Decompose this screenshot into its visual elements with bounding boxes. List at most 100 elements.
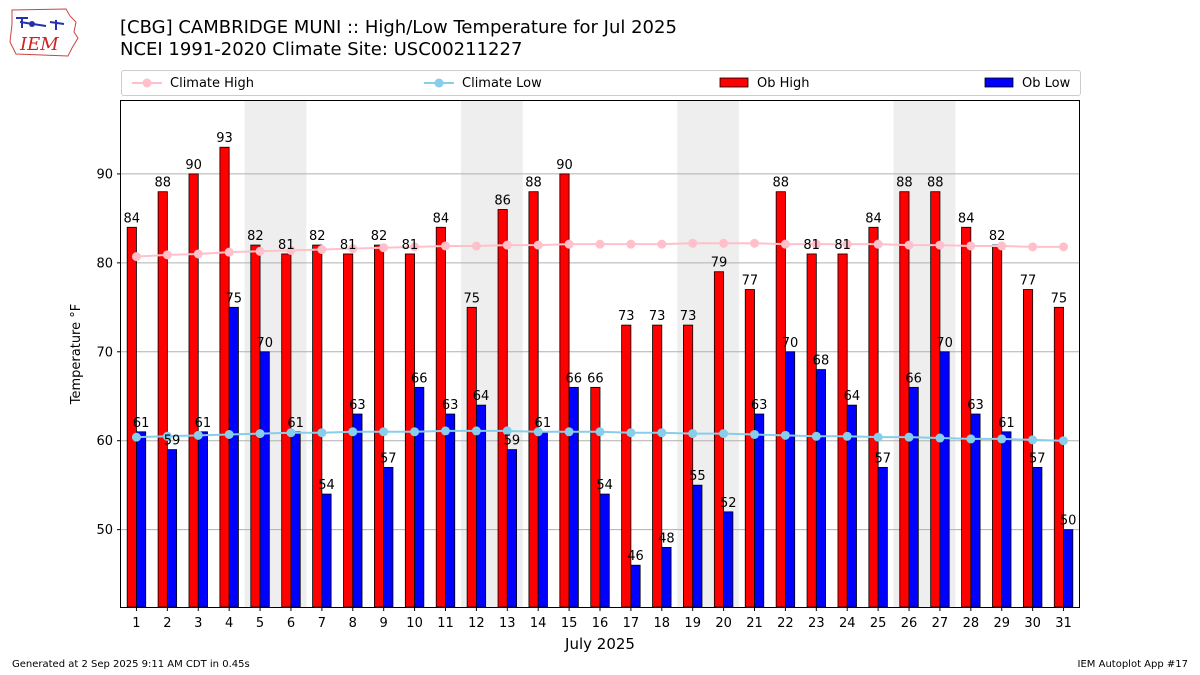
ob-high-bar-5 [250, 244, 261, 608]
title-line-1: [CBG] CAMBRIDGE MUNI :: High/Low Tempera… [120, 17, 677, 38]
ob-high-bar-25 [868, 226, 879, 608]
ob-low-bar-29 [1001, 431, 1012, 608]
ob-high-bar-31 [1053, 306, 1064, 608]
climate-high-point-15 [564, 239, 574, 249]
ob-high-label-14: 88 [525, 176, 542, 191]
ob-low-bar-13 [506, 449, 517, 608]
climate-high-point-23 [811, 239, 821, 249]
ob-high-bar-7 [312, 244, 323, 608]
x-tick-label-10: 10 [406, 616, 423, 631]
climate-low-point-16 [595, 427, 605, 437]
x-tick-label-3: 3 [194, 616, 202, 631]
climate-low-point-14 [533, 427, 543, 437]
ob-high-bar-27 [930, 191, 941, 608]
ob-high-label-7: 82 [309, 229, 326, 244]
x-tick-label-8: 8 [349, 616, 357, 631]
ob-low-label-27: 70 [936, 336, 953, 351]
ob-high-label-23: 81 [803, 238, 820, 253]
ob-high-bar-11 [435, 226, 446, 608]
ob-high-bar-4 [219, 146, 230, 608]
app-footer: IEM Autoplot App #17 [1077, 659, 1188, 670]
ob-low-label-10: 66 [411, 371, 428, 386]
climate-high-point-30 [1028, 242, 1038, 252]
climate-low-point-25 [873, 432, 883, 442]
y-axis-label: Temperature °F [69, 304, 84, 405]
climate-high-point-13 [502, 240, 512, 250]
ob-low-bar-25 [877, 466, 888, 608]
climate-high-point-18 [657, 239, 667, 249]
generated-footer: Generated at 2 Sep 2025 9:11 AM CDT in 0… [12, 659, 250, 670]
climate-low-point-27 [935, 433, 945, 443]
climate-low-point-19 [688, 429, 698, 439]
ob-high-label-16: 66 [587, 371, 604, 386]
ob-high-label-28: 84 [958, 211, 975, 226]
climate-high-point-11 [440, 241, 450, 251]
ob-low-label-19: 55 [689, 469, 706, 484]
ob-low-bar-8 [352, 413, 363, 608]
ob-low-bar-14 [537, 431, 548, 608]
climate-low-point-13 [502, 426, 512, 436]
climate-low-point-7 [317, 428, 327, 438]
iem-logo: IEM [6, 4, 82, 60]
ob-low-bar-26 [908, 386, 919, 608]
x-tick-label-2: 2 [163, 616, 171, 631]
ob-high-label-15: 90 [556, 158, 573, 173]
ob-low-bar-5 [259, 351, 270, 608]
chart-legend: Climate High Climate Low Ob High Ob Low [121, 70, 1081, 96]
ob-low-bar-18 [661, 547, 672, 608]
climate-high-point-2 [162, 250, 172, 260]
ob-low-label-1: 61 [133, 416, 150, 431]
ob-low-label-20: 52 [720, 496, 737, 511]
y-tick-label-50: 50 [96, 523, 113, 538]
y-tick-label-90: 90 [96, 167, 113, 182]
ob-high-label-11: 84 [433, 211, 450, 226]
ob-high-label-19: 73 [680, 309, 697, 324]
ob-high-bar-18 [652, 324, 663, 608]
x-tick-label-7: 7 [318, 616, 326, 631]
ob-low-label-9: 57 [380, 451, 397, 466]
x-tick-label-21: 21 [746, 616, 763, 631]
climate-high-point-31 [1059, 242, 1069, 252]
climate-low-point-3 [193, 430, 203, 440]
climate-low-point-22 [780, 430, 790, 440]
x-tick-label-22: 22 [777, 616, 794, 631]
y-tick-label-60: 60 [96, 434, 113, 449]
climate-low-point-21 [750, 429, 760, 439]
climate-high-point-4 [224, 247, 234, 257]
climate-low-point-5 [255, 429, 265, 439]
ob-high-label-26: 88 [896, 176, 913, 191]
climate-low-point-30 [1028, 435, 1038, 445]
y-tick-label-70: 70 [96, 345, 113, 360]
ob-low-label-14: 61 [535, 416, 552, 431]
ob-low-label-12: 64 [473, 389, 490, 404]
climate-high-point-19 [688, 238, 698, 248]
climate-low-point-31 [1059, 436, 1069, 446]
climate-high-point-1 [131, 252, 141, 262]
ob-low-bar-16 [599, 493, 610, 608]
climate-high-point-26 [904, 240, 914, 250]
ob-low-label-21: 63 [751, 398, 768, 413]
climate-high-point-14 [533, 240, 543, 250]
ob-high-bar-14 [528, 191, 539, 608]
x-tick-label-15: 15 [561, 616, 578, 631]
climate-low-point-29 [997, 434, 1007, 444]
ob-high-label-22: 88 [773, 176, 790, 191]
ob-high-bar-28 [961, 226, 972, 608]
ob-low-label-25: 57 [874, 451, 891, 466]
climate-high-point-25 [873, 239, 883, 249]
ob-high-label-3: 90 [185, 158, 202, 173]
climate-high-point-27 [935, 240, 945, 250]
x-tick-label-12: 12 [468, 616, 485, 631]
legend-ob-low-swatch [984, 77, 1014, 88]
ob-high-label-10: 81 [402, 238, 419, 253]
climate-low-point-8 [348, 427, 358, 437]
climate-high-point-16 [595, 239, 605, 249]
ob-high-label-31: 75 [1051, 291, 1068, 306]
ob-high-bar-21 [744, 289, 755, 608]
x-tick-label-19: 19 [684, 616, 701, 631]
ob-low-label-23: 68 [813, 354, 830, 369]
legend-ob-low: Ob Low [984, 71, 1070, 95]
ob-low-label-16: 54 [596, 478, 613, 493]
ob-low-label-30: 57 [1029, 451, 1046, 466]
